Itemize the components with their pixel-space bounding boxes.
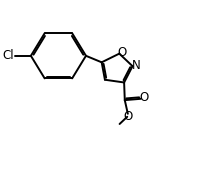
Text: O: O: [139, 91, 149, 104]
Text: N: N: [132, 59, 140, 72]
Text: O: O: [118, 46, 127, 59]
Text: O: O: [123, 110, 132, 124]
Text: Cl: Cl: [3, 49, 14, 62]
